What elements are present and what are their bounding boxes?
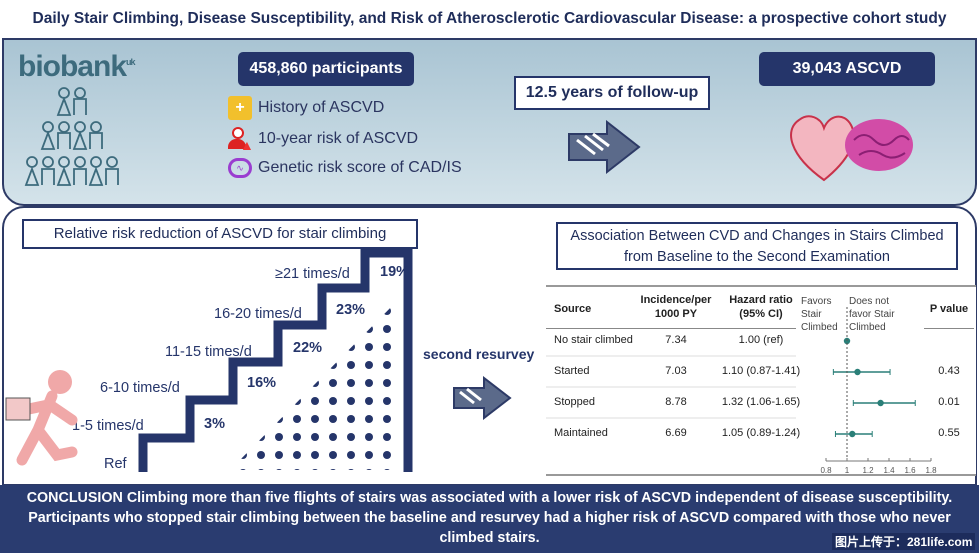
- col-incidence: Incidence/per 1000 PY: [640, 294, 712, 320]
- x-tick-label: 1.6: [904, 466, 916, 475]
- folder-plus-icon: +: [228, 96, 252, 120]
- baseline-features: + History of ASCVD ▲ 10-year risk of ASCVD…: [228, 96, 462, 178]
- step-pct-4: 23%: [336, 302, 366, 318]
- row-incidence: 8.78: [665, 396, 687, 408]
- hr-point: [854, 368, 861, 376]
- watermark: 图片上传于：281life.com: [832, 533, 976, 550]
- running-person-icon: [5, 370, 78, 466]
- row-incidence: 6.69: [665, 427, 687, 439]
- row-hr: 1.05 (0.89-1.24): [721, 427, 801, 439]
- step-label-5: ≥21 times/d: [275, 266, 350, 282]
- followup-box: 12.5 years of follow-up: [514, 76, 710, 110]
- forest-table: Source Incidence/per 1000 PY Hazard rati…: [546, 285, 976, 476]
- step-pct-1: 3%: [204, 416, 225, 432]
- stair-diagram: [138, 248, 413, 472]
- feature-10yr-risk: ▲ 10-year risk of ASCVD: [228, 127, 462, 153]
- row-incidence: 7.34: [665, 334, 687, 346]
- step-label-1: 1-5 times/d: [72, 418, 144, 434]
- step-label-ref: Ref: [104, 456, 127, 472]
- heart-brain-icon: [790, 115, 913, 182]
- outcome-badge: 39,043 ASCVD: [759, 52, 935, 86]
- row-p: 0.55: [938, 427, 960, 439]
- step-pct-5: 19%: [380, 264, 410, 280]
- row-incidence: 7.03: [665, 365, 687, 377]
- x-tick-label: 1: [845, 466, 850, 475]
- row-source: No stair climbed: [554, 334, 633, 346]
- dotted-fill: [230, 298, 400, 470]
- col-not-favor: Does not favor Stair Climbed: [849, 296, 895, 333]
- row-p: 0.43: [938, 365, 960, 377]
- participants-badge: 458,860 participants: [238, 52, 414, 86]
- row-p: 0.01: [938, 396, 960, 408]
- biobank-logo: biobankuk: [18, 50, 135, 83]
- feature-genetic: ∿ Genetic risk score of CAD/IS: [228, 158, 462, 178]
- row-hr: 1.32 (1.06-1.65): [721, 396, 801, 408]
- arrow-right-icon: [568, 120, 641, 175]
- col-hr: Hazard ratio (95% CI): [729, 294, 793, 320]
- feature-history: + History of ASCVD: [228, 96, 462, 120]
- col-p: P value: [929, 303, 969, 315]
- row-hr: 1.10 (0.87-1.41): [721, 365, 801, 377]
- row-source: Started: [554, 365, 590, 377]
- association-heading: Association Between CVD and Changes in S…: [556, 222, 958, 270]
- stair-heading: Relative risk reduction of ASCVD for sta…: [22, 219, 418, 249]
- page-title: Daily Stair Climbing, Disease Susceptibi…: [0, 0, 979, 38]
- header-divider: [546, 328, 796, 329]
- step-pct-2: 16%: [247, 375, 277, 391]
- row-source: Stopped: [554, 396, 595, 408]
- hr-point: [849, 430, 856, 438]
- hr-point: [877, 399, 884, 407]
- people-crowd-icon: [24, 87, 119, 186]
- resurvey-label: second resurvey: [423, 346, 535, 362]
- row-hr: 1.00 (ref): [738, 334, 784, 346]
- step-pct-3: 22%: [293, 340, 323, 356]
- forest-plot: 0.8 1 1.2 1.4 1.6 1.8: [546, 307, 937, 475]
- x-tick-label: 1.8: [925, 466, 937, 475]
- staircase: [138, 248, 413, 472]
- header-divider: [924, 328, 974, 329]
- col-favors: Favors Stair Climbed: [801, 296, 838, 333]
- person-warning-icon: ▲: [228, 127, 254, 153]
- x-tick-label: 1.4: [883, 466, 895, 475]
- arrow-right-icon: [453, 376, 512, 420]
- step-label-4: 16-20 times/d: [214, 306, 302, 322]
- conclusion: CONCLUSION Climbing more than five fligh…: [0, 485, 979, 553]
- row-source: Maintained: [554, 427, 608, 439]
- step-label-3: 11-15 times/d: [165, 344, 252, 360]
- study-overview-panel: biobankuk 458,860 participants + History …: [2, 38, 977, 206]
- dna-icon: ∿: [228, 158, 252, 178]
- x-tick-label: 1.2: [862, 466, 874, 475]
- step-label-2: 6-10 times/d: [100, 380, 180, 396]
- col-source: Source: [554, 303, 592, 315]
- x-tick-label: 0.8: [820, 466, 832, 475]
